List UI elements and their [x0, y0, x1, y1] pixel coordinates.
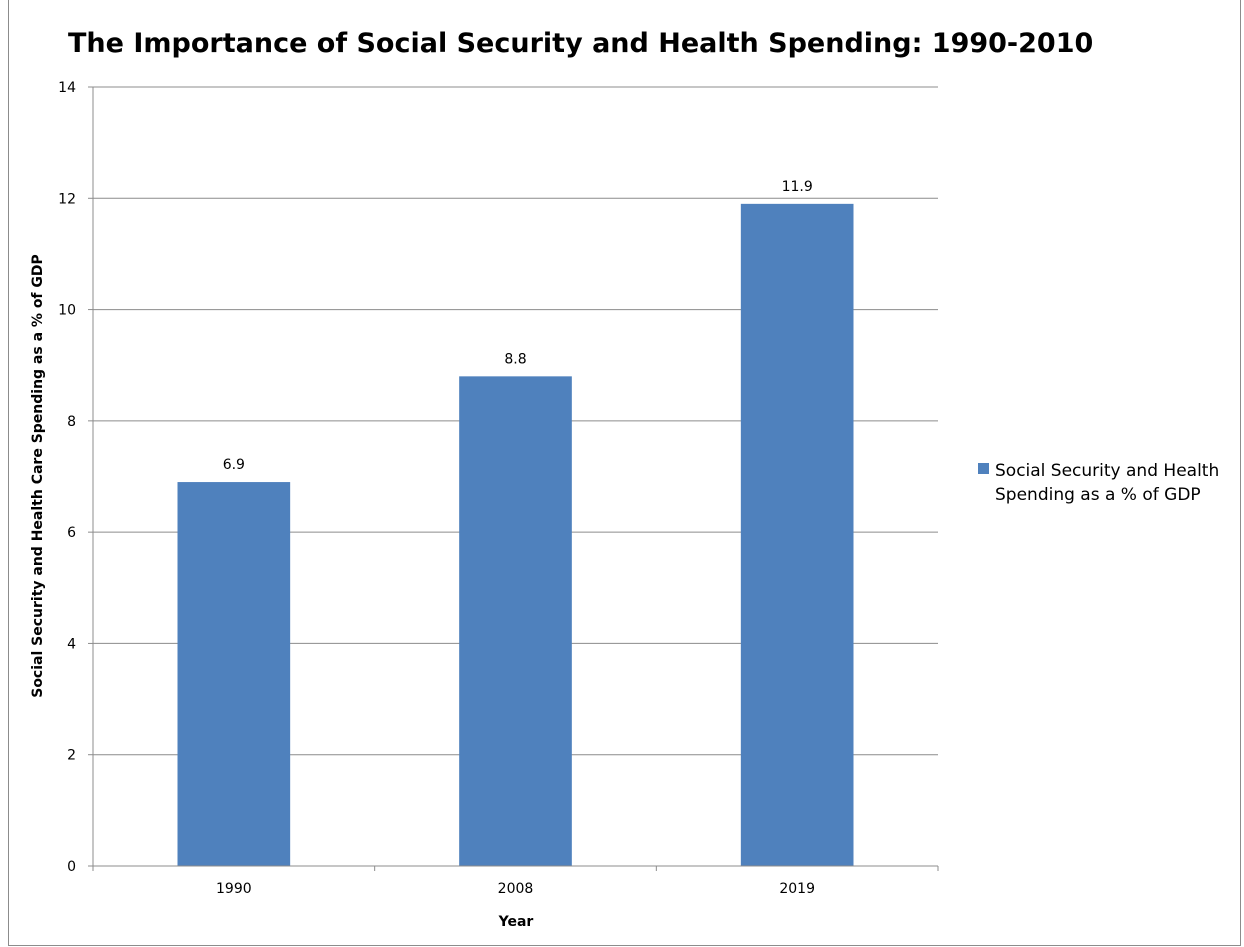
bar-2019 — [740, 203, 854, 867]
y-tick-label-3: 6 — [67, 525, 76, 541]
legend-entry-line-2: Spending as a % of GDP — [995, 485, 1201, 505]
data-label-1990: 6.9 — [223, 457, 245, 473]
y-tick-label-4: 8 — [67, 414, 76, 430]
legend: Social Security and Health Spending as a… — [978, 461, 1225, 505]
x-tick-label-2008: 2008 — [498, 881, 534, 897]
bar-1990 — [177, 482, 291, 866]
legend-entry: Social Security and Health Spending as a… — [995, 461, 1225, 505]
bar-2008 — [459, 376, 572, 866]
y-tick-label-7: 14 — [58, 80, 76, 96]
y-tick-label-5: 10 — [58, 303, 76, 319]
y-tick-label-1: 2 — [67, 748, 76, 764]
x-axis: 1990 2008 2019 — [92, 865, 939, 897]
data-labels: 6.9 8.8 11.9 — [223, 179, 813, 473]
legend-swatch — [978, 463, 989, 474]
bars — [177, 203, 854, 867]
y-axis: 0 2 4 6 8 10 12 14 — [58, 80, 94, 875]
y-tick-label-6: 12 — [58, 191, 76, 207]
y-tick-label-2: 4 — [67, 636, 76, 652]
chart-frame — [8, 0, 1241, 946]
legend-entry-line-1: Social Security and Health — [995, 461, 1219, 481]
x-axis-title: Year — [498, 914, 534, 930]
chart-title: The Importance of Social Security and He… — [68, 28, 1093, 59]
x-tick-label-2019: 2019 — [779, 881, 815, 897]
y-tick-label-0: 0 — [67, 859, 76, 875]
data-label-2019: 11.9 — [782, 179, 813, 195]
data-label-2008: 8.8 — [504, 351, 526, 367]
x-tick-label-1990: 1990 — [216, 881, 252, 897]
y-axis-title: Social Security and Health Care Spending… — [30, 254, 46, 698]
